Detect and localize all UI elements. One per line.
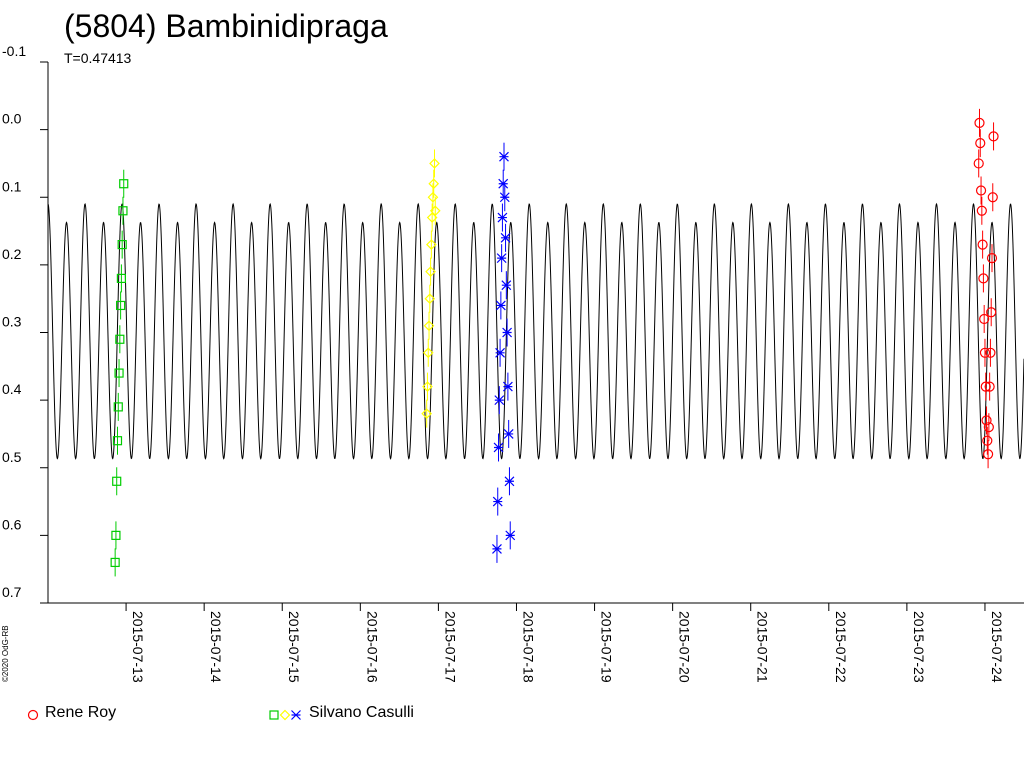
data-point [983,422,994,433]
data-point [980,381,991,392]
x-tick-label: 2015-07-24 [989,611,1005,683]
y-tick-label: -0.1 [2,43,26,59]
y-tick-label: 0.3 [2,314,22,330]
data-point [118,206,128,216]
data-point [984,381,995,392]
data-point [422,381,433,392]
x-tick-label: 2015-07-16 [364,611,380,683]
data-point [986,253,998,264]
x-tick-label: 2015-07-22 [833,611,849,683]
data-point [501,280,512,291]
data-point [974,117,985,128]
data-point [500,232,511,243]
data-point [988,131,999,142]
data-point [119,179,129,189]
data-point [978,273,989,284]
x-tick-label: 2015-07-18 [520,611,536,683]
x-tick-label: 2015-07-19 [599,611,615,683]
data-point [986,307,997,318]
legend-marker [269,710,279,720]
data-point [979,347,991,358]
data-point [429,158,440,169]
data-point [429,205,441,217]
y-tick-label: 0.5 [2,449,22,465]
data-point [426,239,437,250]
data-point [499,151,509,162]
y-tick-label: 0.0 [2,111,22,127]
data-point [502,381,513,392]
period-label: T=0.47413 [64,50,132,66]
data-point [115,334,125,344]
legend-label-silvano-casulli: Silvano Casulli [309,704,414,721]
data-point [116,273,126,283]
data-point [975,185,987,196]
data-point [973,158,984,169]
data-point [426,212,438,223]
x-tick-label: 2015-07-23 [911,611,927,683]
chart-title: (5804) Bambinidipraga [64,8,388,44]
data-point [423,320,435,332]
model-lightcurve [47,202,1024,460]
data-point [495,300,506,311]
x-tick-label: 2015-07-21 [755,611,771,683]
legend-marker [27,709,39,721]
data-point [975,138,986,149]
data-point [110,557,120,568]
data-point [493,442,504,453]
data-point [498,178,509,189]
data-point [428,178,440,190]
data-point [495,347,506,358]
legend-label-rene-roy: Rene Roy [45,704,117,721]
legend-marker [291,710,301,720]
data-point [505,530,516,541]
y-tick-label: 0.4 [2,381,22,397]
data-point [503,429,514,439]
data-point [111,530,121,540]
data-point [977,239,988,250]
x-tick-label: 2015-07-14 [208,611,224,683]
data-point [112,436,123,446]
data-point [985,347,996,358]
data-point [116,300,126,311]
data-point [422,347,434,359]
data-point [112,476,122,486]
data-point [987,192,998,203]
data-point [427,191,439,203]
y-tick-label: 0.2 [2,246,22,262]
data-point [492,543,502,554]
data-point [117,239,127,250]
x-tick-label: 2015-07-15 [286,611,302,683]
x-tick-label: 2015-07-20 [677,611,693,683]
data-point [979,313,990,325]
x-tick-label: 2015-07-13 [130,611,146,683]
data-point [499,192,510,203]
data-point [976,205,987,216]
data-point [114,368,124,378]
y-tick-label: 0.1 [2,178,22,194]
data-point [502,327,513,338]
data-point [496,253,507,264]
data-point [425,266,436,277]
data-point [424,293,436,305]
data-point [113,402,123,412]
data-point [492,496,503,507]
data-point [982,449,994,460]
y-tick-label: 0.7 [2,584,22,600]
data-point [497,212,508,223]
legend-marker [279,709,291,721]
x-tick-label: 2015-07-17 [442,611,458,683]
y-tick-label: 0.6 [2,516,22,532]
data-point [504,476,515,487]
data-point [421,408,433,419]
data-point [982,435,993,446]
data-point [494,395,505,406]
data-point [981,415,992,426]
